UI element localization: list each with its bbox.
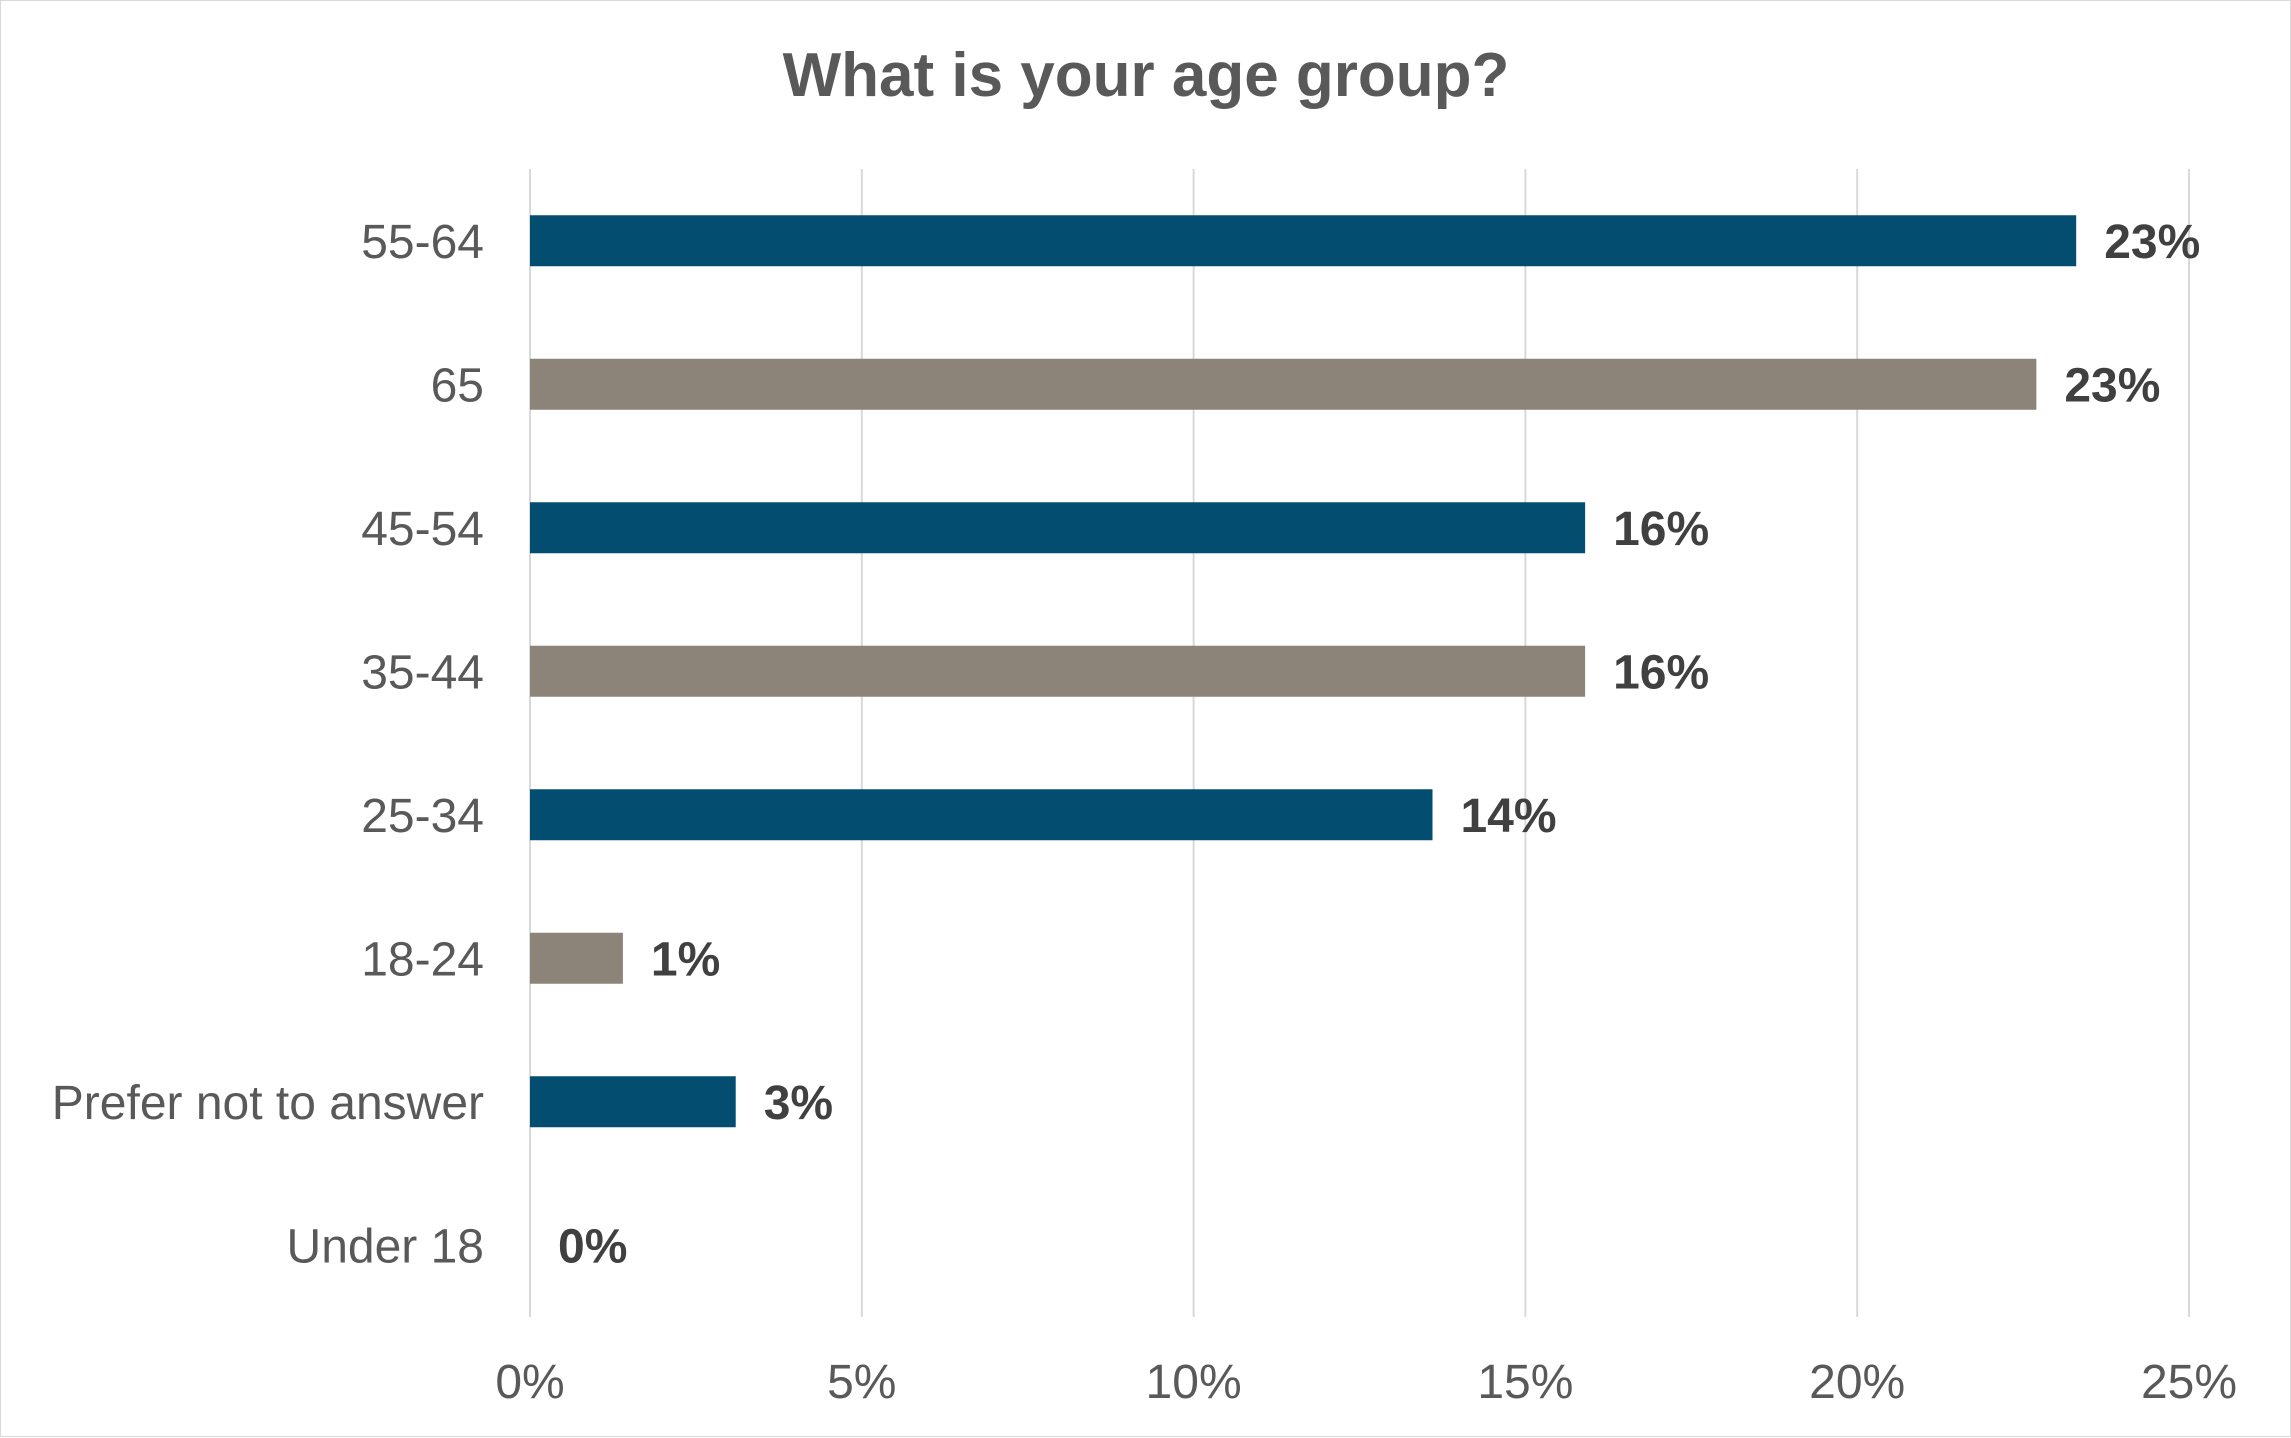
x-axis-tick-labels: 0% 5% 10% 15% 20% 25% [495, 1356, 2237, 1409]
x-tick-label: 15% [1477, 1356, 1573, 1409]
category-labels: 55-64 65 45-54 35-44 25-34 18-24 Prefer not to… [52, 216, 484, 1274]
data-label: 23% [2104, 216, 2200, 269]
category-label: 45-54 [361, 503, 484, 556]
data-label: 16% [1613, 646, 1709, 699]
x-tick-label: 5% [827, 1356, 896, 1409]
x-tick-label: 10% [1146, 1356, 1242, 1409]
bar [530, 1076, 736, 1128]
category-label: 55-64 [361, 216, 484, 269]
chart-title: What is your age group? [783, 41, 1510, 110]
bar [530, 215, 2077, 267]
bars [530, 215, 2077, 1128]
data-label: 3% [764, 1077, 833, 1130]
data-labels: 23% 23% 16% 16% 14% 1% 3% 0% [558, 216, 2200, 1274]
bar [530, 645, 1586, 697]
category-label: 65 [431, 359, 484, 412]
gridlines [529, 169, 2190, 1317]
category-label: Under 18 [287, 1220, 484, 1273]
data-label: 23% [2064, 359, 2160, 412]
x-tick-label: 0% [495, 1356, 564, 1409]
data-label: 16% [1613, 503, 1709, 556]
bar [530, 358, 2037, 410]
category-label: 18-24 [361, 933, 484, 986]
category-label: 35-44 [361, 646, 484, 699]
data-label: 1% [651, 933, 720, 986]
data-label: 0% [558, 1220, 627, 1273]
category-label: 25-34 [361, 790, 484, 843]
category-label: Prefer not to answer [52, 1077, 484, 1130]
bar [530, 789, 1433, 841]
data-label: 14% [1460, 790, 1556, 843]
x-tick-label: 20% [1809, 1356, 1905, 1409]
bar [530, 502, 1586, 554]
x-tick-label: 25% [2141, 1356, 2237, 1409]
bar [530, 932, 623, 984]
